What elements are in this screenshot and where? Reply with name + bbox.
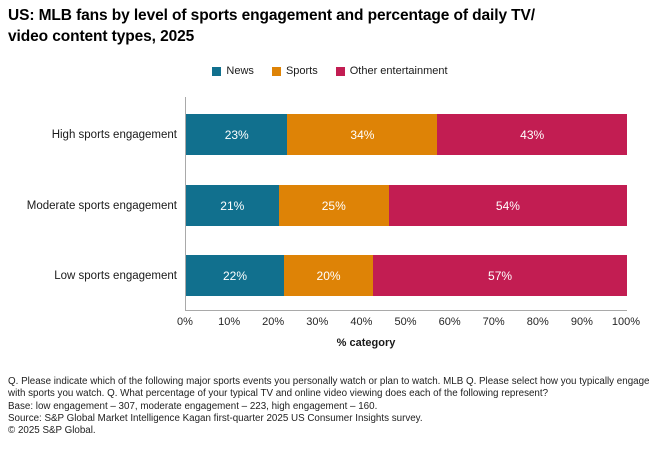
category-label: High sports engagement	[51, 128, 177, 141]
x-tick-label: 70%	[482, 316, 505, 328]
x-tick-label: 0%	[177, 316, 193, 328]
bar-segment: 25%	[278, 185, 389, 226]
category-axis: High sports engagement Moderate sports en…	[0, 97, 177, 310]
x-tick-label: 20%	[262, 316, 285, 328]
legend-item: News	[212, 65, 254, 77]
bar-segment: 57%	[373, 255, 627, 296]
x-tick-label: 80%	[526, 316, 549, 328]
plot-area: 23% 34% 43% 21% 25% 54% 22% 20% 57%	[185, 97, 627, 311]
stacked-bar: 23% 34% 43%	[186, 114, 627, 155]
bar-segment: 43%	[437, 114, 627, 155]
bar-value-label: 21%	[220, 198, 245, 213]
legend: News Sports Other entertainment	[0, 65, 660, 77]
legend-swatch-icon	[271, 66, 281, 76]
bar-segment: 20%	[284, 255, 374, 296]
x-tick-label: 30%	[306, 316, 329, 328]
bar-value-label: 43%	[520, 127, 545, 142]
bar-value-label: 34%	[350, 127, 375, 142]
bar-value-label: 57%	[488, 268, 513, 283]
x-tick-label: 10%	[218, 316, 241, 328]
bar-segment: 23%	[186, 114, 288, 155]
bar-value-label: 22%	[222, 268, 248, 283]
x-tick-label: 50%	[394, 316, 417, 328]
legend-label: Other entertainment	[349, 65, 448, 77]
footnote-source: Source: S&P Global Market Intelligence K…	[8, 412, 423, 424]
category-label: Low sports engagement	[54, 269, 177, 282]
chart-title: US: MLB fans by level of sports engageme…	[8, 7, 535, 45]
legend-item: Other entertainment	[335, 65, 448, 77]
x-axis-ticks: 0% 10% 20% 30% 40% 50% 60% 70% 80% 90% 100%	[177, 316, 640, 330]
legend-swatch-icon	[335, 66, 345, 76]
stacked-bar: 22% 20% 57%	[186, 255, 627, 296]
stacked-bar: 21% 25% 54%	[186, 185, 627, 226]
bar-value-label: 54%	[495, 198, 520, 213]
x-tick-label: 40%	[350, 316, 373, 328]
bar-segment: 22%	[186, 255, 284, 296]
bar-segment: 54%	[388, 185, 627, 226]
x-tick-label: 90%	[570, 316, 593, 328]
bar-segment: 21%	[186, 185, 279, 226]
x-tick-label: 100%	[611, 316, 641, 328]
footnotes: Q. Please indicate which of the followin…	[8, 376, 656, 437]
legend-label: Sports	[285, 65, 318, 77]
footnote-base: Base: low engagement – 307, moderate eng…	[8, 400, 378, 412]
footnote-copyright: © 2025 S&P Global.	[8, 425, 96, 437]
x-tick-label: 60%	[438, 316, 461, 328]
legend-label: News	[226, 65, 254, 77]
category-label: Moderate sports engagement	[26, 199, 177, 212]
bar-value-label: 25%	[321, 198, 346, 213]
bar-value-label: 20%	[316, 268, 341, 283]
bar-value-label: 23%	[224, 127, 249, 142]
legend-item: Sports	[271, 65, 318, 77]
bar-segment: 34%	[287, 114, 438, 155]
legend-swatch-icon	[212, 66, 222, 76]
footnote-questions: Q. Please indicate which of the followin…	[8, 376, 650, 400]
x-axis-title: % category	[336, 337, 396, 349]
